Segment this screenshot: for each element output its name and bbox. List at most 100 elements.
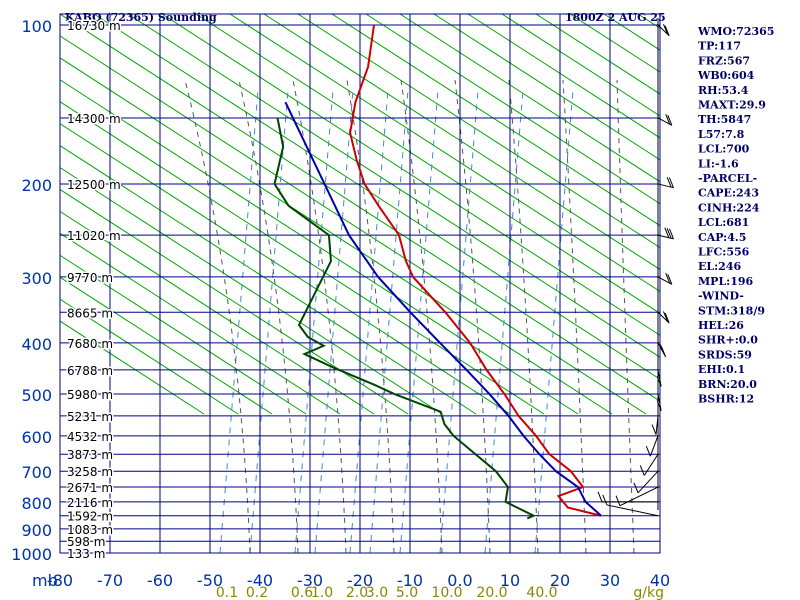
wind-barb-feather [666,228,672,239]
wind-barb [637,470,659,494]
height-label: 4532 m [67,430,113,444]
dry-adiabat-line [365,14,660,205]
mixing-ratio-label: 0.1 [216,585,238,600]
moist-adiabat-line [400,79,443,553]
dry-adiabat-line [60,210,375,415]
temperature-tick-label: 10 [500,571,520,590]
dry-adiabat-line [433,14,660,161]
plot-frame [59,13,661,554]
index-line: WMO:72365 [697,25,774,38]
dry-adiabat-line [399,14,660,183]
height-label: 12500 m [67,178,121,192]
temperature-tick-label: -50 [197,571,223,590]
dry-adiabat-line [263,14,660,271]
mixing-ratio-line [369,89,409,553]
height-label: 1083 m [67,523,113,537]
dry-adiabat-line [60,254,307,415]
wind-barb-feather [659,344,665,355]
wind-barb-feather [668,177,674,188]
wind-barb [657,393,662,411]
wind-barb-feather [633,482,639,493]
moist-adiabat-line [292,79,347,553]
index-line: MPL:196 [698,275,754,288]
wind-barb-feather [663,311,668,322]
mixing-ratio-label: 0.6 [291,585,313,600]
wind-barb-feather [667,274,673,285]
chart-datetime: 1800Z 2 AUG 25 [565,11,666,24]
index-line: CINH:224 [698,201,760,214]
height-label: 2116 m [67,496,113,510]
wind-barb [606,504,659,517]
pressure-tick-label: 500 [21,386,52,405]
height-label: 1592 m [67,510,113,524]
height-label: 8665 m [67,306,113,320]
wind-barb-feather [656,400,662,411]
moist-adiabat-line [238,79,299,553]
dry-adiabat-line [60,14,660,402]
mixing-ratio-label: 1.0 [311,585,333,600]
height-label: 133 m [67,547,105,561]
pressure-tick-label: 700 [21,463,52,482]
index-line: FRZ:567 [698,54,750,67]
mixing-ratio-label: 0.2 [246,585,268,600]
dry-adiabat-line [93,14,660,380]
dry-adiabat-line [60,320,205,415]
wind-barb-feather [665,273,671,284]
index-line: LFC:556 [698,246,750,259]
index-line: EL:246 [698,260,741,273]
mixing-ratio-line [349,89,389,553]
index-line: L57:7.8 [698,128,745,141]
dry-adiabat-line [60,57,613,415]
pressure-tick-label: 800 [21,494,52,513]
dry-adiabat-line [569,14,660,73]
index-line: BRN:20.0 [698,378,757,391]
wind-barbs [597,18,674,517]
height-label: 2671 m [67,481,113,495]
temperature-tick-label: -30 [297,571,323,590]
temperature-tick-label: 40 [650,571,670,590]
pressure-tick-label: 900 [21,521,52,540]
mixing-ratio-line [484,89,524,553]
index-line: WB0:604 [697,69,755,82]
pressure-tick-label: 400 [21,335,52,354]
mixing-ratio-unit: g/kg [633,585,664,600]
mixing-ratio-label: 40.0 [526,585,557,600]
pressure-tick-label: 1000 [11,545,52,564]
dry-adiabat-line [60,145,477,415]
wind-barb [643,453,659,476]
index-line: SRDS:59 [698,348,752,361]
wind-barb-feather [667,115,673,126]
index-line: MAXT:29.9 [698,99,766,112]
pressure-unit-label: mb [32,571,58,590]
dewpoint-line [273,117,537,520]
index-line: HEL:26 [698,319,744,332]
height-label: 3873 m [67,448,113,462]
temperature-tick-label: 20 [550,571,570,590]
wind-barb-feather [615,495,621,506]
chart-title: KABQ (72365) Sounding [65,11,217,24]
mixing-ratio-line [534,89,574,553]
mixing-ratio-line [314,89,354,553]
moist-adiabat-line [184,79,251,553]
moist-adiabat-line [562,79,587,553]
height-label: 5980 m [67,388,113,402]
pressure-tick-label: 100 [21,17,52,36]
index-line: TP:117 [698,40,741,53]
mixing-ratio-label: 5.0 [396,585,418,600]
dry-adiabat-line [195,14,660,314]
wind-barb-feather [639,465,645,476]
index-line: LCL:700 [698,143,750,156]
temperature-tick-label: -80 [47,571,73,590]
mixing-ratio-label: 20.0 [476,585,507,600]
dry-adiabats [60,14,660,415]
mixing-ratio-label: 10.0 [431,585,462,600]
height-label: 598 m [67,535,105,549]
index-line: STM:318/9 [698,304,765,317]
wind-barb-feather [597,491,603,503]
height-label: 16730 m [67,19,121,33]
wind-barb-feather [664,227,670,238]
temperature-tick-label: -40 [247,571,273,590]
wind-barb [619,486,659,507]
wind-barb-feather [668,228,674,240]
